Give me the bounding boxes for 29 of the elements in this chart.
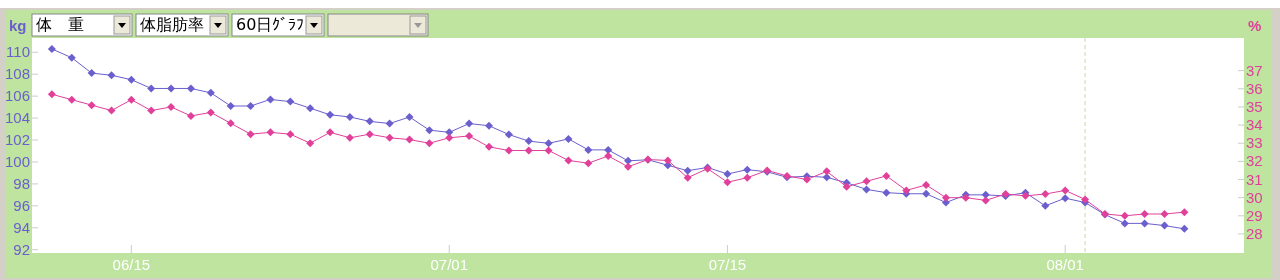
x-tick-label: 06/15 <box>112 256 151 273</box>
text: 60日ｸﾞﾗﾌ <box>236 15 305 34</box>
y2-tick-label: 36 <box>1246 79 1263 97</box>
y2-tick-label: 29 <box>1246 206 1263 224</box>
y-tick-label: 94 <box>13 218 30 236</box>
y-tick-label: 92 <box>13 240 30 258</box>
y-tick-label: 108 <box>4 65 30 83</box>
y2-tick-label: 33 <box>1246 134 1263 152</box>
y-tick-label: 98 <box>13 174 30 192</box>
x-tick-label: 07/01 <box>430 256 469 273</box>
y-tick-label: 102 <box>4 131 30 149</box>
y-tick-label: 100 <box>4 152 30 170</box>
y2-tick-label: 37 <box>1246 61 1263 79</box>
y2-tick-label: 31 <box>1246 170 1263 188</box>
text: 体 重 <box>36 15 84 34</box>
y2-tick-label: 28 <box>1246 224 1263 242</box>
y-tick-label: 96 <box>13 196 30 214</box>
y-tick-label: 106 <box>4 87 30 105</box>
x-tick-label: 07/15 <box>708 256 747 273</box>
y-axis-title: kg <box>9 17 27 34</box>
y2-tick-label: 32 <box>1246 152 1263 170</box>
text: 体脂肪率 <box>140 15 204 34</box>
y2-axis-title: % <box>1248 17 1262 34</box>
y2-tick-label: 35 <box>1246 97 1263 115</box>
y-tick-label: 104 <box>4 109 30 127</box>
y-tick-label: 110 <box>6 43 30 61</box>
y2-tick-label: 34 <box>1246 116 1263 134</box>
x-tick-label: 08/01 <box>1046 256 1084 273</box>
y2-tick-label: 30 <box>1246 188 1263 206</box>
